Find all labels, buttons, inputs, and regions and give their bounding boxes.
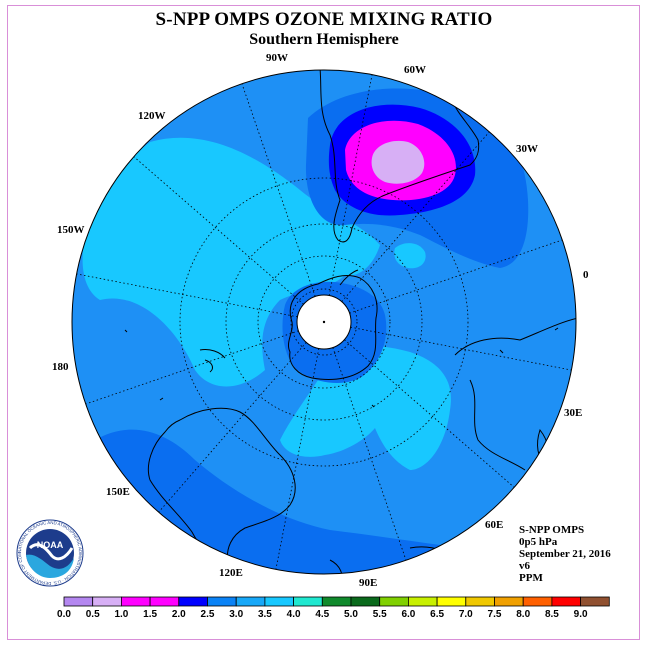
meridian-line	[158, 342, 307, 513]
colorbar-swatch	[407, 596, 438, 607]
colorbar-tick-label: 0.0	[57, 609, 71, 620]
svg-text:NATIONAL OCEANIC AND ATMOSPHER: NATIONAL OCEANIC AND ATMOSPHERIC ADMINIS…	[0, 0, 83, 586]
meridian-line	[332, 347, 407, 561]
lon-label-30e: 30E	[564, 407, 582, 419]
colorbar-swatch	[321, 596, 352, 607]
lon-label-60e: 60E	[485, 519, 503, 531]
lon-label-90w: 90W	[266, 52, 288, 64]
meridian-line	[350, 326, 572, 371]
latitude-circle-50s	[179, 177, 469, 467]
latitude-circle-60s	[225, 223, 423, 421]
ozone-field-light-patch	[394, 243, 426, 269]
colorbar-tick-label: 6.0	[401, 609, 416, 620]
lon-label-120w: 120W	[138, 110, 166, 122]
meridian-line	[133, 156, 304, 305]
latitude-circle-70s	[257, 255, 391, 389]
lon-label-150w: 150W	[57, 224, 85, 236]
meridian-line	[275, 348, 320, 570]
info-units: PPM	[519, 572, 543, 584]
logo-text: NOAA	[37, 540, 64, 550]
latitude-circles	[179, 177, 469, 467]
meridian-line	[76, 273, 298, 318]
colorbar-swatch	[178, 596, 208, 607]
colorbar-tick-label: 1.5	[143, 609, 158, 620]
lon-label-30w: 30W	[516, 143, 538, 155]
colorbar-tick-label: 3.5	[257, 609, 272, 620]
lon-label-90e: 90E	[359, 577, 377, 589]
longitude-labels: 90W 60W 30W 0 30E 60E 90E 120E 150E 180 …	[52, 52, 589, 589]
colorbar-swatch	[149, 596, 180, 607]
colorbar-swatch	[350, 596, 381, 607]
ozone-field-light-west	[82, 137, 380, 387]
colorbar-swatch	[293, 596, 323, 607]
colorbar-swatch	[494, 596, 524, 607]
colorbar-tick-label: 4.5	[315, 609, 330, 620]
lon-label-0: 0	[583, 269, 589, 281]
colorbar-swatch	[436, 596, 467, 607]
figure-title: S-NPP OMPS OZONE MIXING RATIO	[155, 9, 493, 30]
lon-label-60w: 60W	[404, 64, 426, 76]
coastline-africa	[454, 317, 576, 471]
meridian-line	[344, 339, 515, 488]
meridian-line	[341, 131, 490, 302]
colorbar-tick-label: 0.5	[85, 609, 100, 620]
coastline-australia	[147, 407, 296, 566]
colorbar-swatch	[465, 596, 495, 607]
coastline-antarctic-peninsula	[339, 269, 359, 286]
colorbar-tick-label: 1.0	[114, 609, 129, 620]
meridian-line	[328, 74, 373, 296]
figure-frame	[7, 5, 640, 640]
lon-label-120e: 120E	[219, 567, 243, 579]
coastline-south-america	[319, 70, 480, 243]
colorbar-swatch	[92, 596, 122, 607]
coastline-antarctica	[287, 275, 378, 380]
ozone-field-lilac	[371, 140, 425, 184]
lon-label-150e: 150E	[106, 486, 130, 498]
colorbar-swatch	[580, 596, 610, 607]
colorbar-tick-label: 6.5	[430, 609, 445, 620]
coastlines	[124, 70, 576, 574]
info-instrument: S-NPP OMPS	[519, 524, 585, 536]
map-boundary	[71, 69, 577, 575]
colorbar-swatch	[235, 596, 266, 607]
colorbar-tick-label: 5.5	[372, 609, 387, 620]
colorbar-tick-label: 9.0	[573, 609, 588, 620]
colorbar-tick-label: 2.0	[171, 609, 186, 620]
colorbar-swatch	[207, 596, 237, 607]
pole-marker	[322, 320, 326, 324]
colorbar-swatch	[522, 596, 553, 607]
lon-label-180: 180	[52, 361, 69, 373]
latitude-circle-80s	[290, 288, 358, 356]
figure-subtitle: Southern Hemisphere	[249, 31, 399, 48]
colorbar	[63, 596, 610, 607]
colorbar-swatch	[63, 596, 94, 607]
colorbar-swatch	[379, 596, 409, 607]
meridian-line	[349, 239, 563, 314]
colorbar-tick-label: 7.0	[458, 609, 473, 620]
meridian-line	[241, 83, 316, 297]
colorbar-tick-label: 8.0	[516, 609, 531, 620]
colorbar-tick-label: 3.0	[229, 609, 244, 620]
meridians	[76, 74, 572, 570]
colorbar-tick-label: 4.0	[286, 609, 301, 620]
coastline-new-zealand	[199, 349, 226, 373]
colorbar-tick-label: 7.5	[487, 609, 502, 620]
noaa-logo: NATIONAL OCEANIC AND ATMOSPHERIC ADMINIS…	[0, 0, 84, 587]
colorbar-tick-label: 8.5	[544, 609, 559, 620]
colorbar-tick-label: 2.5	[200, 609, 215, 620]
colorbar-swatch	[264, 596, 294, 607]
meridian-line	[85, 330, 299, 405]
info-version: v6	[519, 560, 530, 572]
logo-ring-text: NATIONAL OCEANIC AND ATMOSPHERIC ADMINIS…	[0, 0, 83, 586]
coastline-islands	[124, 327, 559, 408]
colorbar-swatch	[551, 596, 582, 607]
info-level: 0p5 hPa	[519, 536, 558, 548]
colorbar-tick-label: 5.0	[344, 609, 358, 620]
info-date: September 21, 2016	[519, 548, 611, 560]
colorbar-swatch	[121, 596, 151, 607]
